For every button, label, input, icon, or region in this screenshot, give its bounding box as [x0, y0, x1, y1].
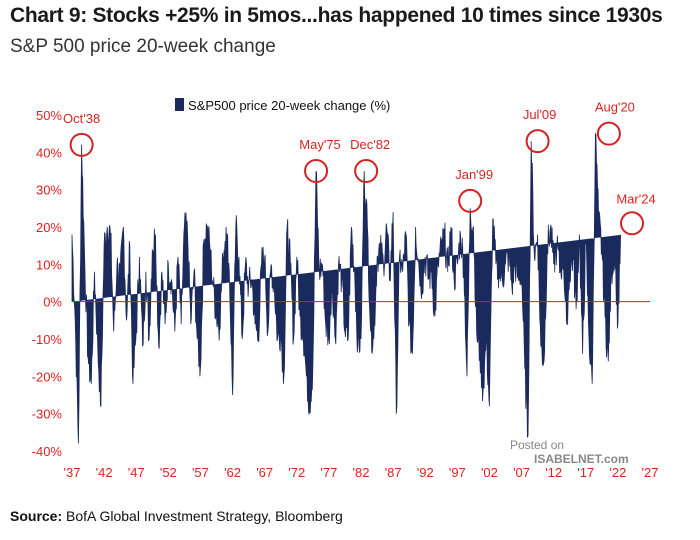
- x-tick-label: '77: [320, 465, 337, 480]
- x-tick-label: '72: [288, 465, 305, 480]
- x-axis-ticks: '37 '42 '47 '52 '57 '62 '67 '72 '77 '82 '87 '92 '97 '…: [64, 465, 659, 480]
- source-note: Source: BofA Global Investment Strategy,…: [10, 508, 343, 524]
- x-tick-label: '22: [609, 465, 626, 480]
- x-tick-label: '57: [192, 465, 209, 480]
- y-tick-label: 0%: [43, 295, 62, 310]
- watermark: Posted on ISABELNET.com: [510, 438, 629, 466]
- y-tick-label: 40%: [36, 145, 62, 160]
- watermark-line2: ISABELNET.com: [534, 452, 629, 466]
- y-tick-label: 20%: [36, 220, 62, 235]
- x-tick-label: '07: [513, 465, 530, 480]
- peak-label: Jul'09: [523, 107, 557, 122]
- peak-circle: [304, 159, 329, 183]
- chart-subtitle: S&P 500 price 20-week change: [10, 36, 276, 57]
- peak-circle: [69, 132, 94, 157]
- series-fill: [71, 132, 621, 444]
- legend-swatch: [175, 98, 184, 111]
- x-tick-label: '62: [224, 465, 241, 480]
- x-tick-label: '97: [449, 465, 466, 480]
- peak-label: Jan'99: [455, 167, 493, 182]
- y-tick-label: -30%: [32, 407, 63, 422]
- x-tick-label: '27: [642, 465, 659, 480]
- peak-circle: [596, 121, 621, 146]
- x-tick-label: '82: [353, 465, 370, 480]
- x-tick-label: '17: [577, 465, 594, 480]
- peak-circle: [354, 159, 379, 183]
- legend: S&P500 price 20-week change (%): [175, 98, 390, 113]
- series-area: [71, 132, 621, 444]
- peak-circle: [458, 188, 483, 213]
- x-tick-label: '12: [545, 465, 562, 480]
- x-tick-label: '87: [385, 465, 402, 480]
- peak-label: Mar'24: [616, 191, 655, 206]
- peak-label: Dec'82: [350, 137, 390, 152]
- x-tick-label: '67: [256, 465, 273, 480]
- x-tick-label: '52: [160, 465, 177, 480]
- y-tick-label: 50%: [36, 108, 62, 123]
- source-label: Source:: [10, 508, 63, 524]
- y-axis-ticks: 50% 40% 30% 20% 10% 0% -10% -20% -30% -40%: [32, 108, 63, 459]
- y-tick-label: -40%: [32, 444, 63, 459]
- chart-title: Chart 9: Stocks +25% in 5mos...has happe…: [10, 4, 663, 27]
- y-tick-label: 30%: [36, 183, 62, 198]
- y-tick-label: -10%: [32, 332, 63, 347]
- y-tick-label: 10%: [36, 257, 62, 272]
- x-tick-label: '37: [64, 465, 81, 480]
- y-tick-label: -20%: [32, 369, 63, 384]
- source-text: BofA Global Investment Strategy, Bloombe…: [62, 508, 343, 524]
- watermark-line1: Posted on: [510, 438, 565, 452]
- x-tick-label: '02: [481, 465, 498, 480]
- peak-label: Oct'38: [63, 111, 100, 126]
- x-tick-label: '92: [417, 465, 434, 480]
- peak-label: Aug'20: [595, 100, 635, 115]
- x-tick-label: '47: [128, 465, 145, 480]
- x-tick-label: '42: [96, 465, 113, 480]
- peak-annotations: Oct'38 May'75 Dec'82 Jan'99 Jul'09 Aug'20 Mar'…: [63, 100, 656, 236]
- peak-label: May'75: [299, 137, 341, 152]
- peak-circle: [620, 211, 645, 236]
- legend-label: S&P500 price 20-week change (%): [188, 98, 390, 113]
- peak-circle: [525, 129, 550, 154]
